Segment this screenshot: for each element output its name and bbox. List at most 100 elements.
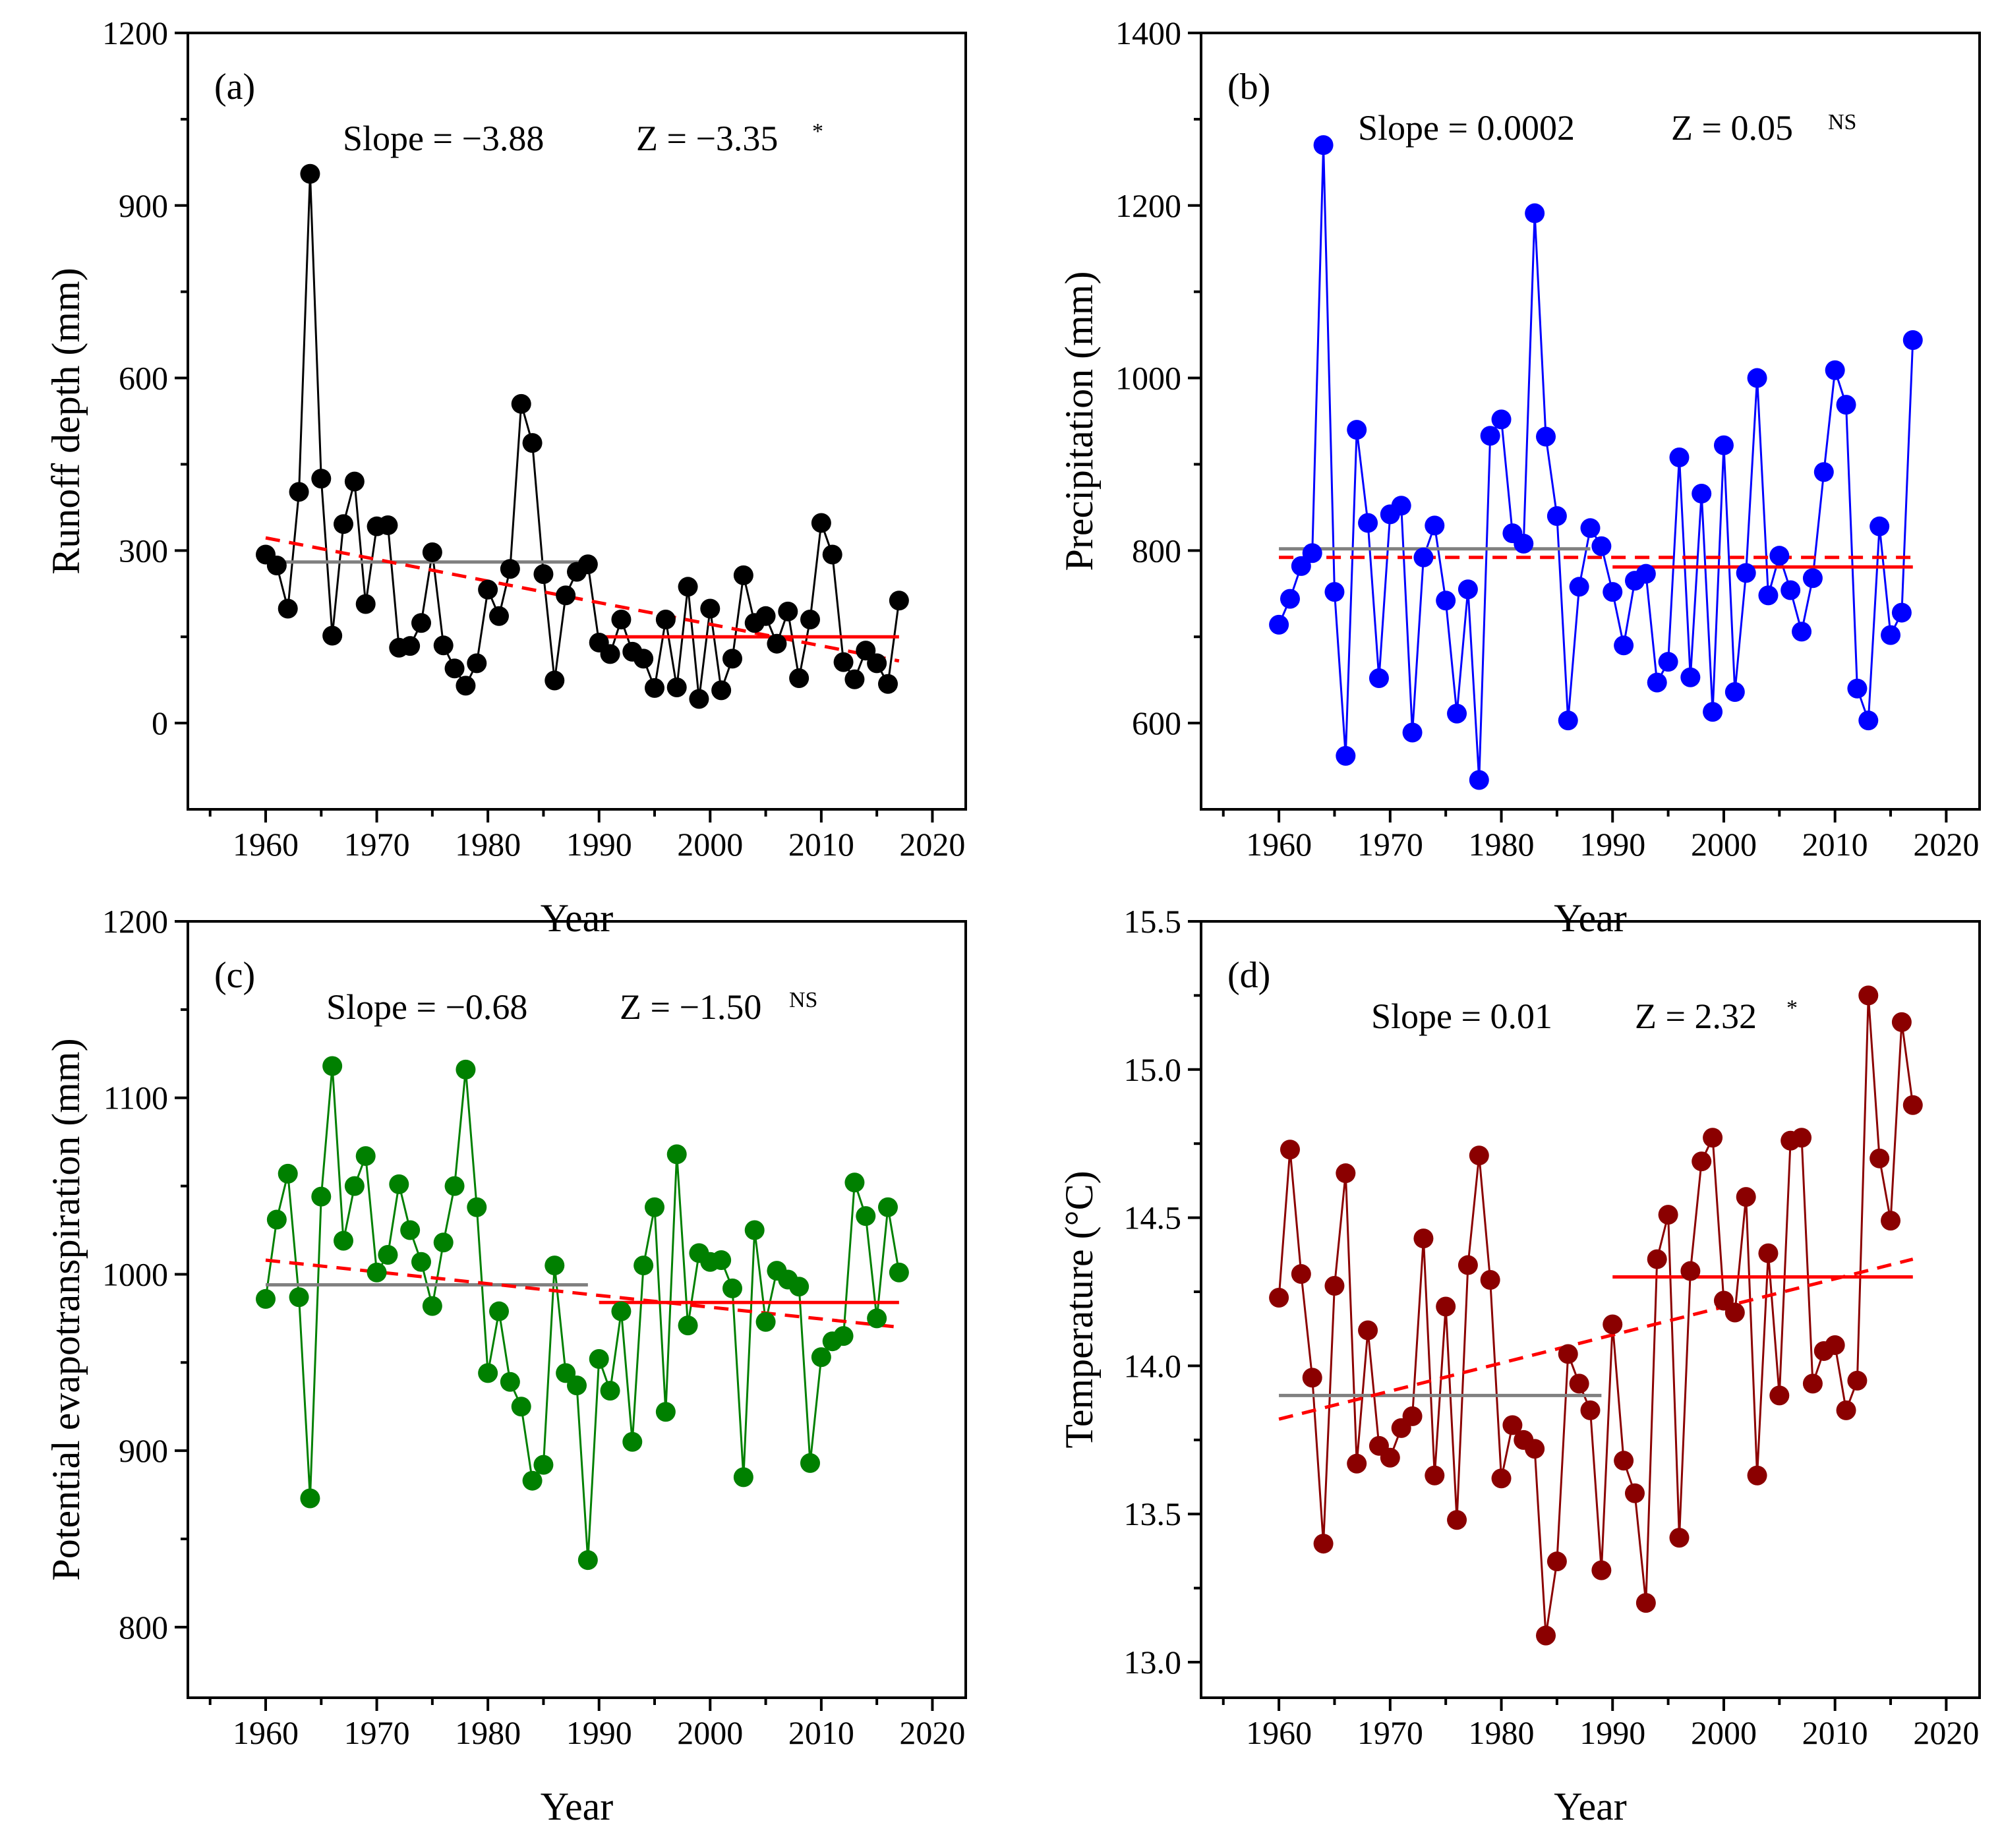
data-point (1558, 710, 1578, 731)
data-point (689, 689, 709, 709)
y-tick-label: 300 (119, 532, 168, 569)
data-point (778, 601, 798, 621)
data-point (1347, 1453, 1367, 1474)
data-point (833, 652, 854, 672)
data-point (755, 1312, 776, 1332)
data-point (533, 1455, 554, 1475)
series-line (1278, 145, 1914, 780)
data-point (1580, 1400, 1601, 1420)
data-point (389, 1174, 409, 1194)
panel-d: 1960 1970 1980 1990 2000 2010 2020 13.0 13.5 14.0… (1057, 903, 1981, 1828)
plot-frame (1200, 920, 1981, 1699)
data-point (633, 1256, 654, 1276)
data-point (589, 1348, 609, 1369)
data-point (622, 1431, 643, 1452)
data-point (1291, 1264, 1311, 1285)
data-point (1491, 409, 1512, 430)
y-tick-label: 1000 (102, 1256, 168, 1292)
data-point (1413, 547, 1434, 567)
data-point (1425, 515, 1445, 536)
data-point (289, 482, 309, 502)
data-point (733, 565, 753, 585)
data-point (767, 633, 787, 654)
x-axis-title: Year (1554, 1785, 1627, 1828)
x-tick-label: 2000 (677, 1714, 743, 1751)
x-tick-label: 1990 (1579, 1714, 1645, 1751)
data-point (1469, 1145, 1489, 1166)
panel-label: (a) (214, 67, 255, 107)
x-tick-label: 2000 (1691, 826, 1757, 863)
data-point (1802, 568, 1823, 589)
data-point (1313, 1534, 1334, 1554)
data-point (478, 1363, 498, 1383)
y-tick-label: 0 (152, 705, 168, 741)
slope-annotation: Slope = 0.0002 (1358, 108, 1575, 148)
y-tick-label: 14.0 (1124, 1347, 1182, 1384)
data-point (289, 1287, 309, 1308)
data-point (1603, 582, 1623, 602)
data-point (1747, 368, 1767, 388)
data-point (1502, 1415, 1523, 1435)
data-point (1870, 516, 1890, 536)
data-point (577, 1550, 598, 1571)
x-tick-label: 1970 (344, 826, 410, 863)
x-tick-label: 1980 (455, 1714, 521, 1751)
data-point (311, 469, 332, 489)
data-point (1525, 1439, 1545, 1459)
data-point (711, 1250, 732, 1271)
y-tick-label: 1200 (102, 14, 168, 51)
data-point (1591, 536, 1612, 556)
data-point (511, 393, 531, 414)
data-point (600, 1381, 620, 1401)
data-point (1302, 543, 1322, 563)
data-point (1480, 426, 1500, 446)
data-point (422, 1296, 442, 1316)
x-tick-label: 2010 (1802, 826, 1868, 863)
data-point (367, 1262, 387, 1283)
data-point (322, 1056, 343, 1076)
data-point (1891, 1012, 1912, 1032)
data-point (1280, 589, 1300, 609)
x-tick-label: 2020 (1913, 826, 1979, 863)
data-point (456, 676, 476, 696)
x-tick-label: 1980 (1469, 1714, 1535, 1751)
data-point (556, 585, 576, 606)
data-point (422, 542, 442, 562)
data-point (1302, 1368, 1322, 1388)
data-point (1425, 1465, 1445, 1486)
panel-label: (d) (1227, 955, 1270, 996)
slope-annotation: Slope = −0.68 (326, 987, 527, 1027)
data-point (456, 1059, 476, 1080)
data-point (1902, 330, 1923, 350)
z-significance-superscript: * (1786, 996, 1798, 1020)
data-point (1614, 1451, 1634, 1471)
data-point (633, 649, 654, 669)
data-point (577, 554, 598, 575)
data-point (1291, 556, 1311, 576)
data-point (1658, 1205, 1678, 1225)
data-point (400, 1220, 421, 1240)
plot-frame (187, 920, 967, 1699)
data-point (467, 653, 487, 674)
z-annotation: Z = 2.32 (1635, 996, 1757, 1036)
data-point (1436, 591, 1456, 611)
data-point (1402, 1406, 1423, 1426)
plot-frame (187, 32, 967, 811)
x-tick-label: 2020 (899, 826, 965, 863)
y-tick-label: 1000 (1115, 360, 1181, 397)
data-point (533, 564, 554, 585)
data-point (1836, 395, 1856, 415)
x-axis-title: Year (1554, 896, 1627, 940)
data-point (867, 1308, 887, 1329)
data-point (1792, 621, 1812, 642)
z-significance-superscript: NS (1828, 110, 1856, 134)
slope-annotation: Slope = −3.88 (343, 119, 544, 158)
x-tick-label: 1970 (1357, 1714, 1423, 1751)
data-point (844, 669, 865, 689)
data-point (1402, 722, 1423, 743)
data-point (722, 649, 742, 669)
data-point (567, 1375, 587, 1396)
data-point (433, 635, 454, 656)
data-point (666, 1144, 687, 1165)
